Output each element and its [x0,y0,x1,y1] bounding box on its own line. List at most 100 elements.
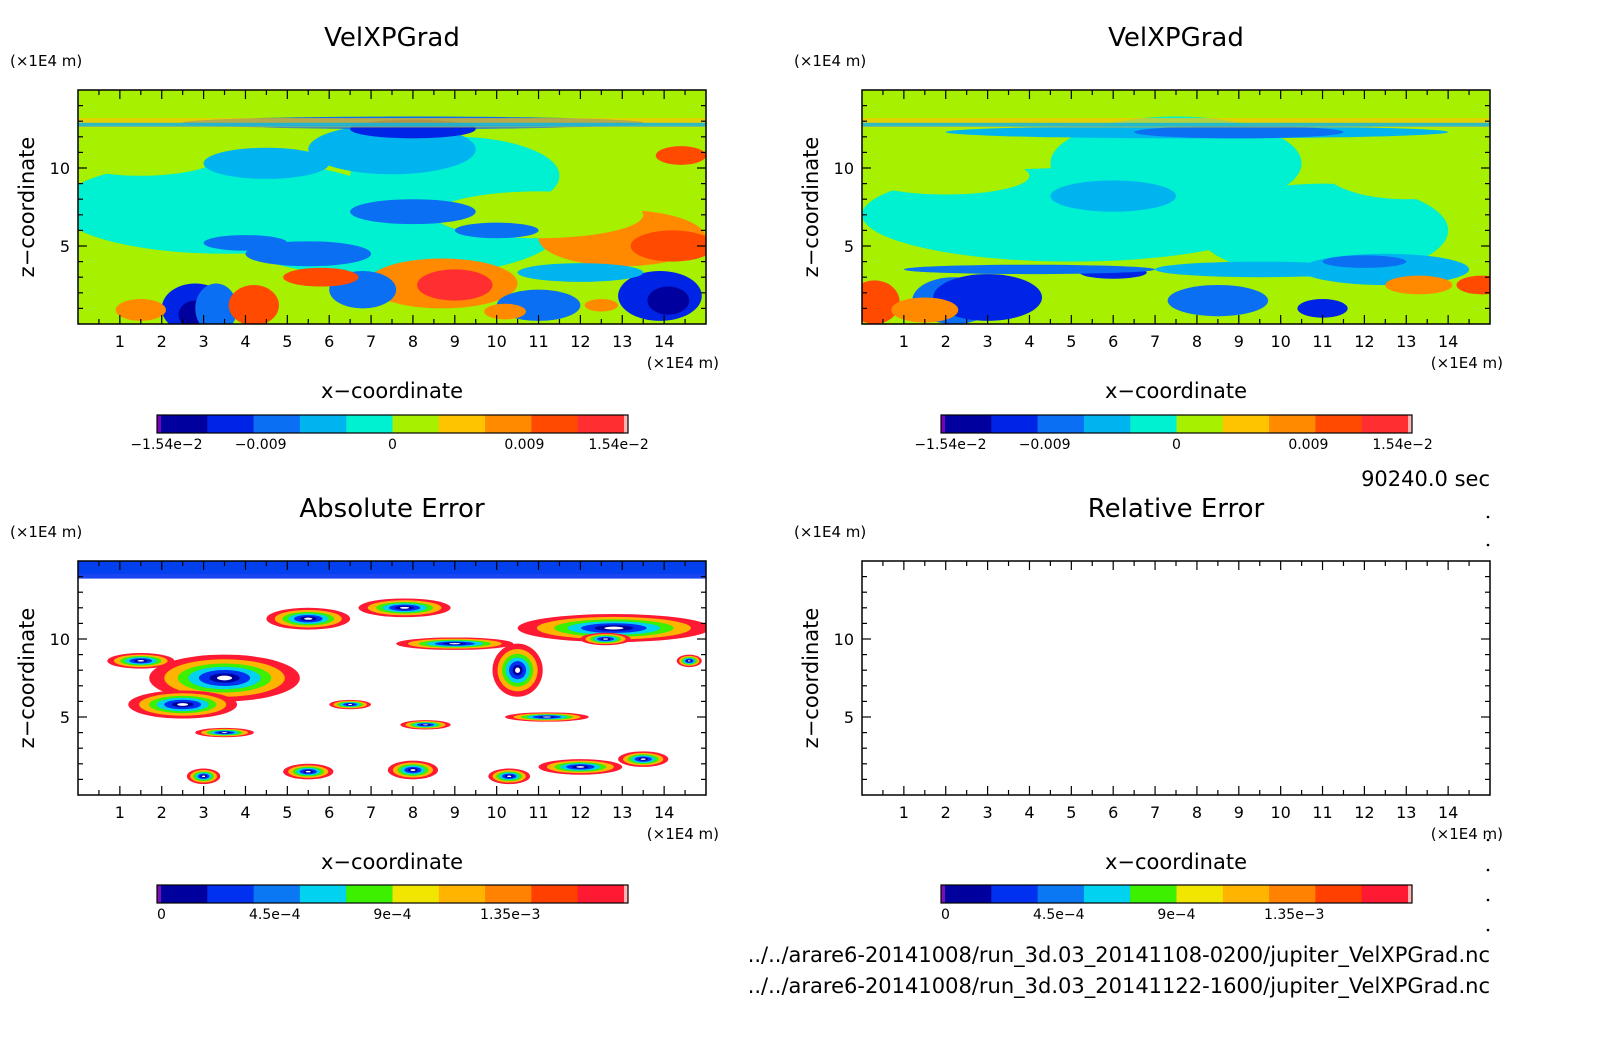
x-tick-label: 7 [1150,332,1160,351]
colorbar-label: 1.35e−3 [480,907,540,923]
x-tick-label: 3 [983,332,993,351]
colorbar-label: 1.54e−2 [588,437,648,453]
colorbar-swatch [1269,415,1316,433]
margin-dot [1486,838,1490,842]
colorbar-swatch [945,885,992,903]
x-unit-label: (×1E4 m) [647,354,719,372]
colorbar-swatch [392,415,440,433]
panel-title: VelXPGrad [1108,23,1244,53]
colorbar-swatch [253,885,301,903]
x-tick-label: 12 [1354,803,1374,822]
contour-region [484,303,526,320]
colorbar-swatch [157,415,161,433]
contour-region [350,199,476,225]
x-tick-label: 10 [1270,803,1290,822]
x-tick-label: 8 [408,332,418,351]
contour-region [1050,180,1176,212]
x-tick-label: 14 [1438,332,1458,351]
contour-region [417,269,493,301]
contour-region [655,146,706,165]
contour-region [517,263,644,282]
footer-path-1: ../../arare6-20141008/run_3d.03_20141108… [748,943,1490,968]
x-tick-label: 1 [115,332,125,351]
x-tick-label: 3 [199,803,209,822]
x-tick-label: 11 [528,332,548,351]
contour-region [862,157,1030,195]
colorbar-label: 0 [1172,437,1181,453]
x-axis-label: x−coordinate [1105,850,1247,874]
x-tick-label: 9 [1234,332,1244,351]
x-tick-label: 6 [1108,803,1118,822]
x-tick-label: 14 [654,332,674,351]
x-tick-label: 2 [157,332,167,351]
x-tick-label: 12 [1354,332,1374,351]
timestamp: 90240.0 sec [1361,467,1490,491]
colorbar-label: 0 [941,907,950,923]
y-unit-label: (×1E4 m) [10,52,82,70]
colorbar-label: −0.009 [1019,437,1071,453]
colorbar-swatch [438,885,486,903]
y-unit-label: (×1E4 m) [794,52,866,70]
x-tick-label: 14 [654,803,674,822]
heatmap-field [78,561,706,795]
colorbar-swatch [1269,885,1316,903]
contour-region [454,222,539,239]
colorbar-label: 0.009 [504,437,544,453]
colorbar: 0 4.5e−4 9e−4 1.35e−3 [940,884,1413,923]
colorbar-swatch [991,415,1039,433]
contour-region [1167,285,1269,317]
x-tick-label: 13 [1396,803,1416,822]
colorbar-label: −1.54e−2 [130,437,202,453]
colorbar-swatch [346,415,393,433]
y-tick-label: 5 [844,708,854,727]
colorbar-swatch [1176,415,1224,433]
contour-region [1134,125,1344,139]
x-tick-label: 1 [115,803,125,822]
x-tick-label: 5 [1066,332,1076,351]
x-tick-label: 6 [1108,332,1118,351]
panel-title: Absolute Error [299,494,485,524]
colorbar-label: 1.35e−3 [1264,907,1324,923]
colorbar-swatch [1222,885,1270,903]
x-axis-label: x−coordinate [321,850,463,874]
colorbar-swatch [1408,885,1412,903]
x-tick-label: 5 [1066,803,1076,822]
colorbar-label: −0.009 [235,437,287,453]
colorbar-swatch [392,885,440,903]
x-tick-label: 13 [612,803,632,822]
colorbar-label: 9e−4 [373,907,411,923]
colorbar-swatch [1083,885,1131,903]
contour-region [891,297,959,323]
contour-region [1322,136,1490,200]
contour-region [228,285,279,324]
colorbar-swatch [577,415,625,433]
contour-region [203,147,330,179]
colorbar-swatch [941,415,945,433]
x-unit-label: (×1E4 m) [647,825,719,843]
x-tick-label: 4 [1024,332,1034,351]
colorbar-swatch [157,885,161,903]
x-tick-label: 1 [899,803,909,822]
colorbar: −1.54e−2 −0.009 0 0.009 1.54e−2 [914,414,1433,453]
contour-region [283,267,359,287]
contour-region [630,230,706,262]
x-tick-label: 7 [1150,803,1160,822]
colorbar-label: 0 [388,437,397,453]
colorbar-swatch [1361,415,1409,433]
x-tick-label: 8 [408,803,418,822]
colorbar-swatch [941,885,945,903]
y-axis-label: z−coordinate [799,608,823,749]
colorbar-swatch [1315,415,1363,433]
x-tick-label: 1 [899,332,909,351]
y-axis-label: z−coordinate [15,137,39,278]
x-tick-label: 8 [1192,332,1202,351]
x-tick-label: 8 [1192,803,1202,822]
heatmap-field [862,561,1490,795]
x-tick-label: 3 [983,803,993,822]
panel-title: VelXPGrad [324,23,460,53]
x-tick-label: 2 [941,332,951,351]
x-tick-label: 6 [324,332,334,351]
colorbar-swatch [624,885,628,903]
